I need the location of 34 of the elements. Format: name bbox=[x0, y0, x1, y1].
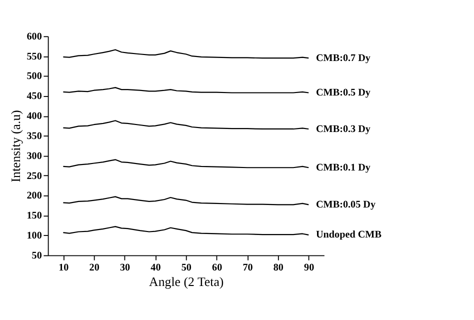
y-tick-label: 500 bbox=[26, 71, 42, 82]
y-tick-label: 600 bbox=[26, 31, 42, 42]
y-tick-label: 200 bbox=[26, 190, 42, 202]
x-tick-label: 10 bbox=[58, 262, 69, 274]
x-tick-label: 20 bbox=[89, 262, 100, 274]
line-series bbox=[62, 120, 310, 130]
x-tick-label: 30 bbox=[120, 262, 130, 274]
x-tick-label: 90 bbox=[304, 262, 314, 274]
x-tick-label: 60 bbox=[212, 262, 222, 274]
x-tick-label: 80 bbox=[273, 262, 284, 274]
y-tick-label: 350 bbox=[26, 130, 42, 142]
y-tick-label: 100 bbox=[26, 230, 42, 242]
series-label: CMB:0.5 Dy bbox=[316, 88, 370, 99]
series-label: CMB:0.3 Dy bbox=[316, 124, 370, 135]
line-series bbox=[62, 196, 310, 206]
series-label: CMB:0.7 Dy bbox=[316, 52, 370, 64]
x-tick-label: 40 bbox=[150, 262, 161, 274]
y-tick-label: 550 bbox=[26, 51, 42, 62]
line-series bbox=[62, 226, 310, 236]
y-tick-label: 250 bbox=[26, 170, 42, 182]
line-series bbox=[62, 159, 310, 168]
y-tick-label: 400 bbox=[26, 111, 42, 122]
y-tick-label: 450 bbox=[26, 91, 42, 102]
series-label: CMB:0.05 Dy bbox=[316, 199, 376, 210]
y-tick-label: 150 bbox=[26, 210, 42, 222]
series-label: CMB:0.1 Dy bbox=[316, 162, 370, 174]
x-tick-label: 70 bbox=[242, 262, 253, 274]
y-tick-label: 50 bbox=[32, 250, 42, 262]
series-label: Undoped CMB bbox=[316, 230, 382, 241]
y-axis-title: Intensity (a.u) bbox=[9, 110, 24, 182]
line-series bbox=[62, 49, 310, 59]
x-axis-title: Angle (2 Teta) bbox=[149, 275, 224, 290]
y-tick-label: 300 bbox=[26, 150, 42, 162]
x-tick-label: 50 bbox=[181, 262, 192, 274]
